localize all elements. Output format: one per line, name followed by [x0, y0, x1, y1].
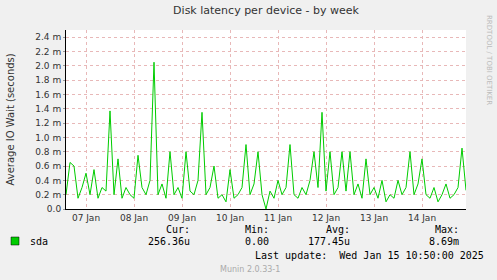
svg-text:Disk latency per device - by w: Disk latency per device - by week — [173, 4, 359, 17]
svg-text:1.2 m: 1.2 m — [35, 118, 61, 128]
svg-text:2.0 m: 2.0 m — [35, 61, 61, 71]
svg-text:256.36u: 256.36u — [148, 236, 190, 247]
svg-text:1.4 m: 1.4 m — [35, 104, 61, 114]
svg-text:177.45u: 177.45u — [308, 236, 350, 247]
svg-text:07 Jan: 07 Jan — [72, 213, 100, 223]
svg-text:Cur:: Cur: — [166, 224, 190, 235]
svg-text:sda: sda — [30, 236, 48, 247]
svg-text:Min:: Min: — [245, 224, 269, 235]
svg-text:Max:: Max: — [435, 224, 459, 235]
svg-text:1.0 m: 1.0 m — [35, 133, 61, 143]
svg-text:14 Jan: 14 Jan — [408, 213, 436, 223]
svg-text:1.8 m: 1.8 m — [35, 75, 61, 85]
svg-text:Avg:: Avg: — [326, 224, 350, 235]
svg-text:08 Jan: 08 Jan — [120, 213, 148, 223]
svg-text:12 Jan: 12 Jan — [312, 213, 340, 223]
svg-text:2.4 m: 2.4 m — [35, 32, 61, 42]
svg-text:Average IO Wait (seconds): Average IO Wait (seconds) — [5, 53, 16, 185]
svg-text:11 Jan: 11 Jan — [264, 213, 292, 223]
svg-text:Munin 2.0.33-1: Munin 2.0.33-1 — [220, 265, 280, 274]
svg-text:0.0: 0.0 — [47, 204, 62, 214]
svg-text:0.2 m: 0.2 m — [35, 190, 61, 200]
svg-text:Last update: Wed Jan 15 10:50: Last update: Wed Jan 15 10:50:00 2025 — [255, 250, 484, 261]
svg-text:8.69m: 8.69m — [429, 236, 459, 247]
svg-text:0.4 m: 0.4 m — [35, 176, 61, 186]
svg-text:10 Jan: 10 Jan — [216, 213, 244, 223]
svg-text:13 Jan: 13 Jan — [360, 213, 388, 223]
svg-text:0.8 m: 0.8 m — [35, 147, 61, 157]
svg-text:2.2 m: 2.2 m — [35, 47, 61, 57]
svg-text:1.6 m: 1.6 m — [35, 90, 61, 100]
svg-text:0.00: 0.00 — [245, 236, 269, 247]
svg-text:RRDTOOL / TOBI OETIKER: RRDTOOL / TOBI OETIKER — [485, 15, 493, 105]
svg-text:09 Jan: 09 Jan — [168, 213, 196, 223]
svg-text:0.6 m: 0.6 m — [35, 161, 61, 171]
